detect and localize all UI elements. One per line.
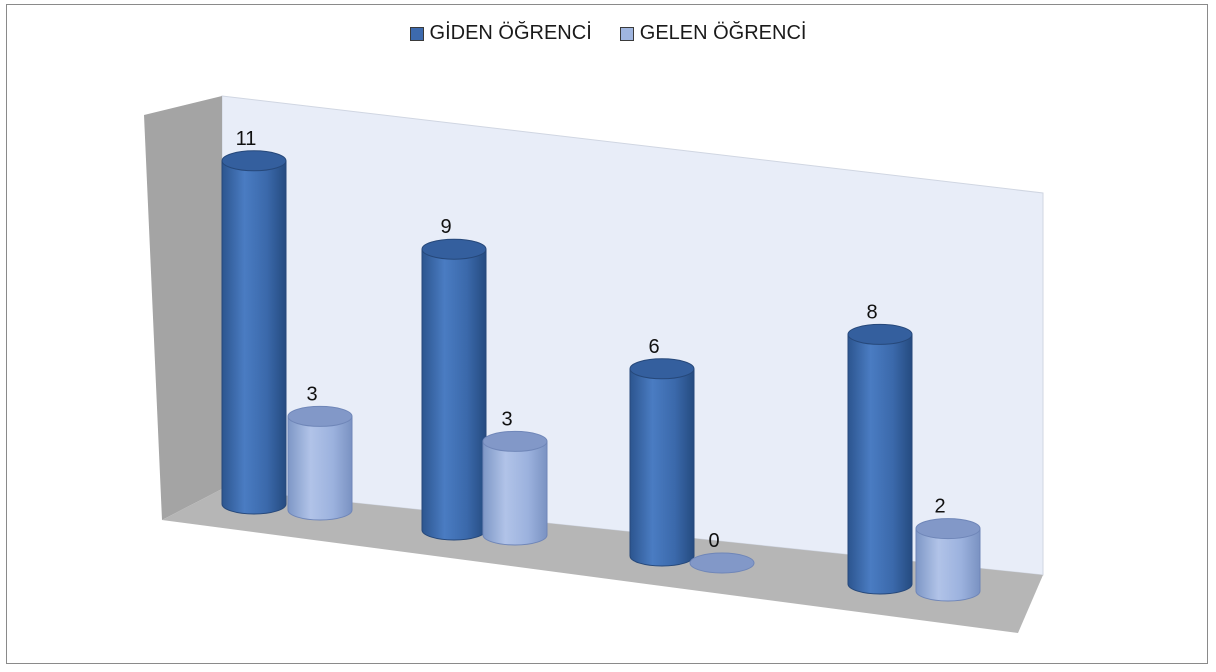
data-label-s1-c1: 11 bbox=[236, 128, 257, 150]
bar-s1-c1 bbox=[221, 150, 287, 515]
legend-label-series-1: GİDEN ÖĞRENCİ bbox=[429, 22, 592, 44]
bar-s1-c3 bbox=[629, 358, 695, 567]
data-label-s1-c3: 6 bbox=[648, 336, 659, 358]
bar-s2-c1 bbox=[287, 405, 353, 521]
legend-swatch-series-1 bbox=[409, 26, 424, 41]
legend-item-series-1: GİDEN ÖĞRENCİ bbox=[409, 22, 592, 45]
legend-label-series-2: GELEN ÖĞRENCİ bbox=[639, 22, 807, 44]
bar-s1-c4 bbox=[847, 323, 913, 595]
data-label-s2-c4: 2 bbox=[934, 496, 945, 518]
data-label-s2-c1: 3 bbox=[306, 383, 317, 405]
data-label-s1-c4: 8 bbox=[866, 301, 877, 323]
data-label-s2-c2: 3 bbox=[501, 408, 512, 430]
chart-legend: GİDEN ÖĞRENCİ GELEN ÖĞRENCİ bbox=[0, 22, 1216, 45]
bar-s1-c2 bbox=[421, 238, 487, 541]
bar-s2-c4 bbox=[915, 518, 981, 602]
chart-side-wall bbox=[144, 96, 222, 520]
chart-floor bbox=[162, 489, 1043, 633]
data-label-s2-c3: 0 bbox=[708, 530, 719, 552]
legend-item-series-2: GELEN ÖĞRENCİ bbox=[619, 22, 807, 45]
bar-s2-c3 bbox=[689, 552, 755, 574]
data-label-s1-c2: 9 bbox=[440, 216, 451, 238]
legend-swatch-series-2 bbox=[619, 26, 634, 41]
bar-s2-c2 bbox=[482, 430, 548, 546]
